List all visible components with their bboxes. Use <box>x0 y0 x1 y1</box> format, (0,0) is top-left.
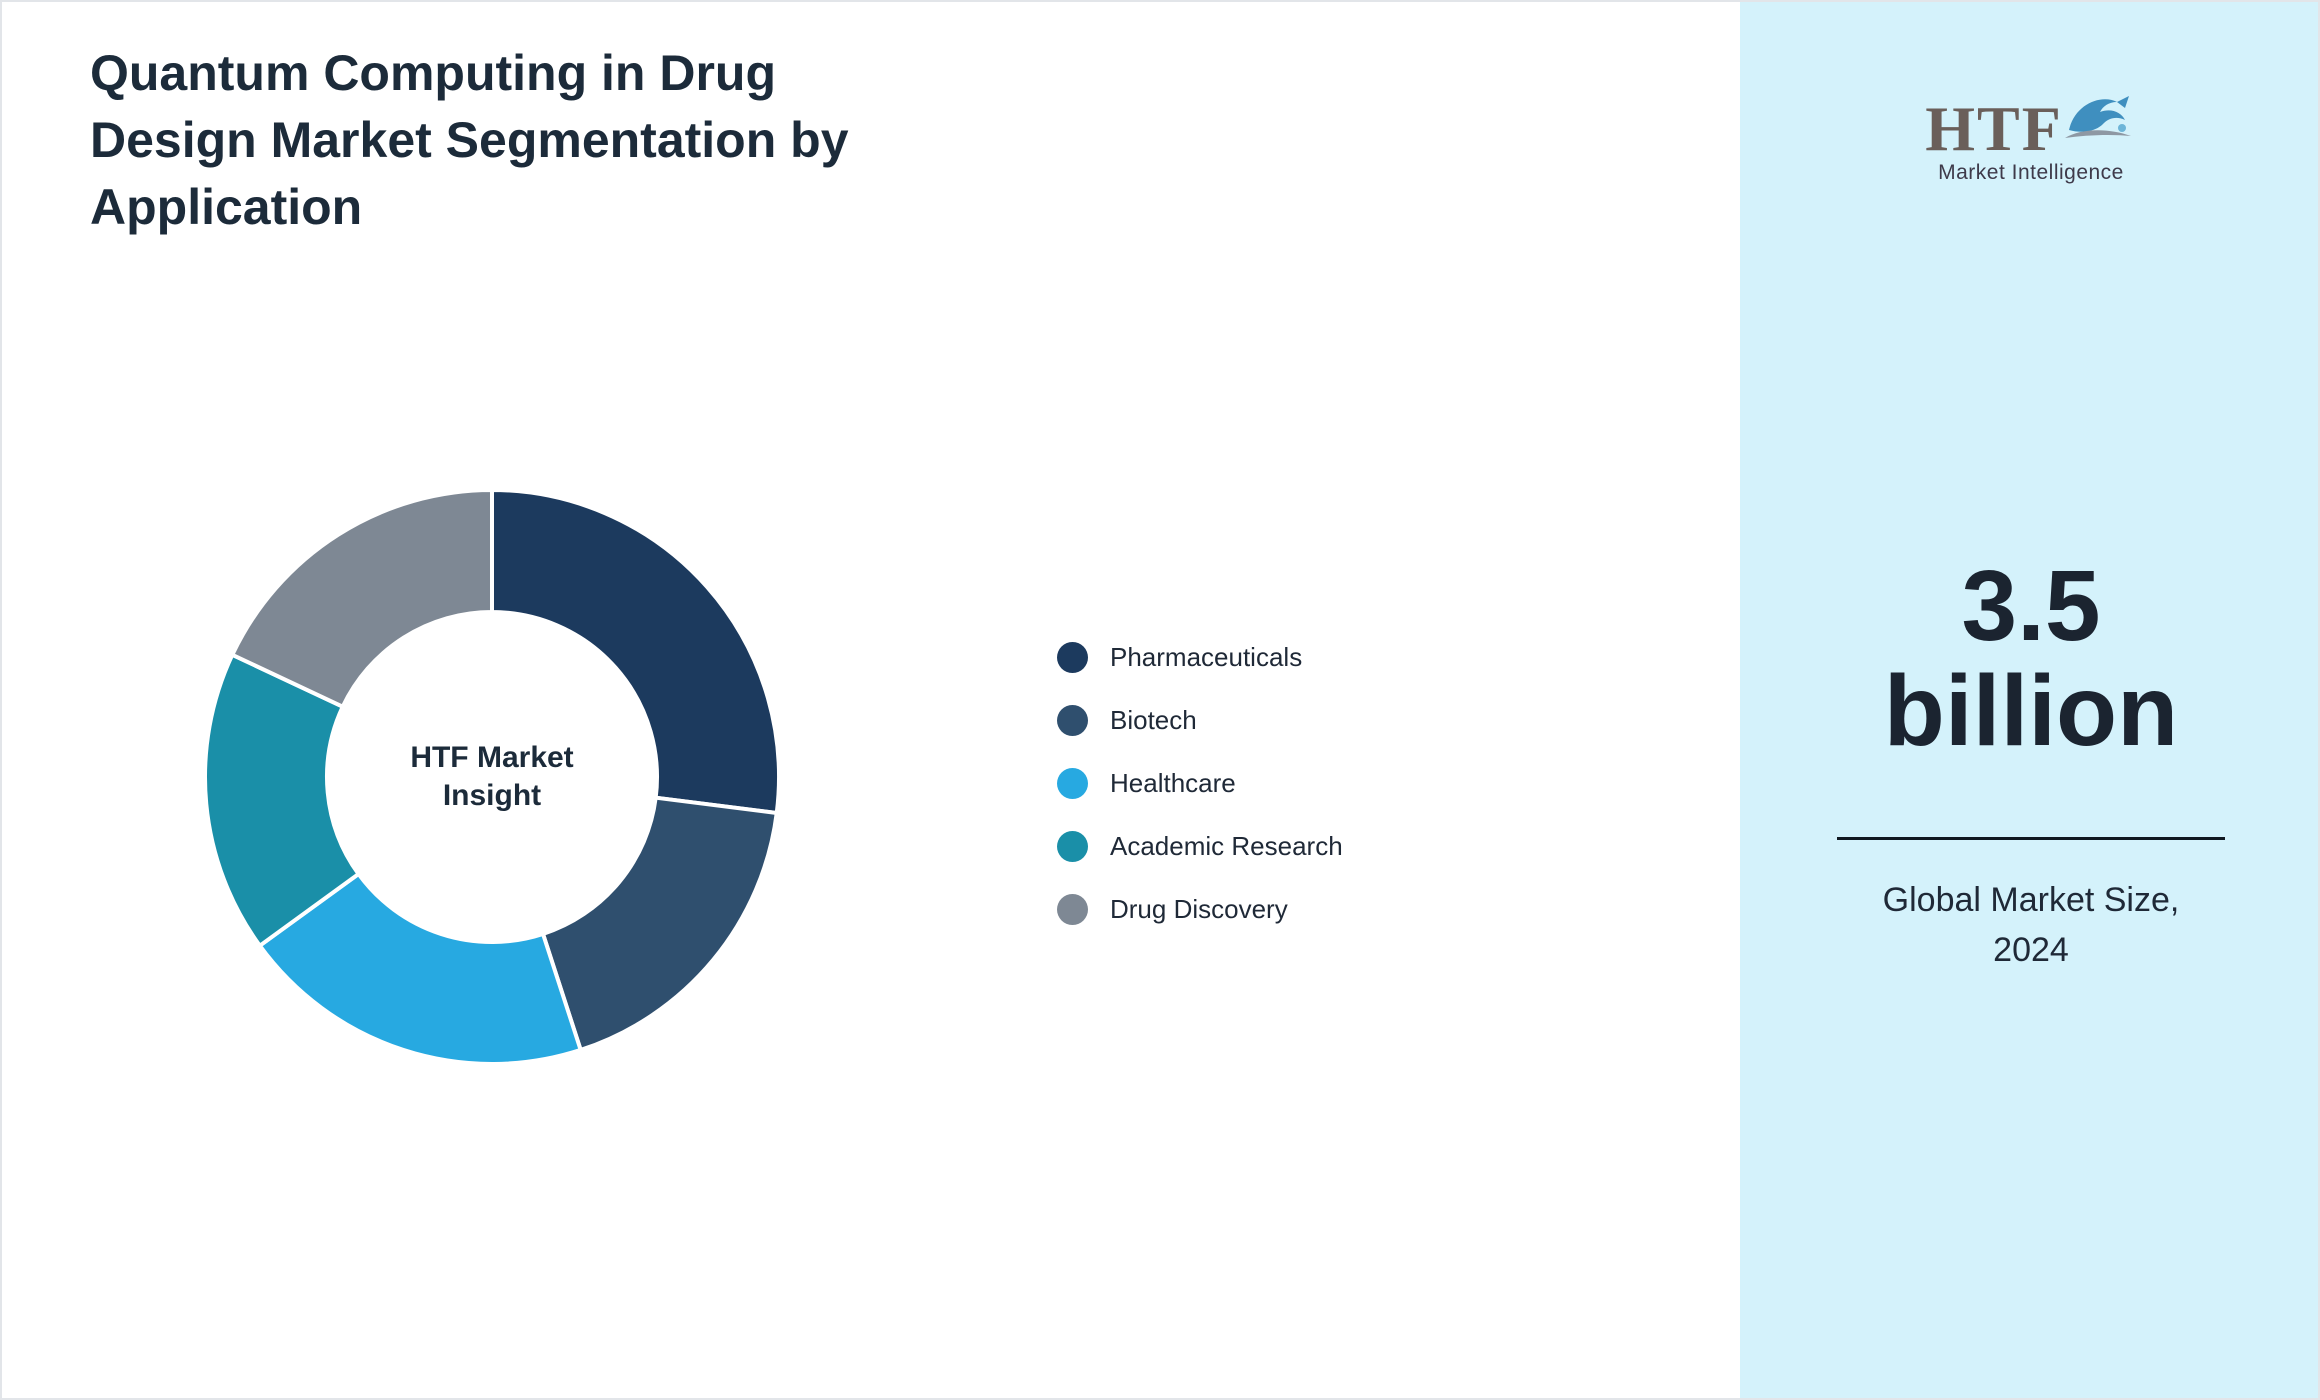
htf-logo: HTF Market Intelligence <box>1740 90 2318 185</box>
market-size-caption: Global Market Size, 2024 <box>1882 881 2180 969</box>
legend-label-drug-discovery: Drug Discovery <box>1110 893 1288 924</box>
legend-dot-biotech-icon <box>1057 704 1088 736</box>
donut-segment-healthcare <box>257 871 583 1066</box>
htf-logo-tagline: Market Intelligence <box>1938 161 2124 184</box>
donut-segment-drug-discovery <box>230 488 494 709</box>
legend-label-academic-research: Academic Research <box>1110 830 1343 861</box>
page-title-line-1: Quantum Computing in Drug <box>90 45 777 101</box>
donut-chart: HTF Market Insight <box>192 477 792 1077</box>
donut-segment-academic-research <box>203 652 361 948</box>
market-size-value: 3.5 billion <box>1883 550 2179 767</box>
page-title-line-2: Design Market Segmentation by <box>90 112 849 168</box>
market-size-divider <box>1837 837 2225 840</box>
legend-dot-drug-discovery-icon <box>1057 893 1088 925</box>
donut-center-label: HTF Market Insight <box>410 741 574 812</box>
donut-segment-biotech <box>540 795 779 1052</box>
legend-label-healthcare: Healthcare <box>1110 767 1236 798</box>
legend-item-academic-research: Academic Research <box>1057 830 1343 862</box>
dolphin-icon <box>2059 90 2137 157</box>
page-title: Quantum Computing in Drug Design Market … <box>90 40 1080 241</box>
legend-item-biotech: Biotech <box>1057 704 1343 736</box>
chart-legend: Pharmaceuticals Biotech Healthcare Acade… <box>1057 641 1343 925</box>
htf-logo-row: HTF <box>1925 90 2137 164</box>
legend-label-biotech: Biotech <box>1110 704 1197 735</box>
legend-item-pharmaceuticals: Pharmaceuticals <box>1057 641 1343 673</box>
legend-item-healthcare: Healthcare <box>1057 767 1343 799</box>
donut-chart-svg <box>203 488 781 1066</box>
legend-dot-pharmaceuticals-icon <box>1057 641 1088 673</box>
legend-label-pharmaceuticals: Pharmaceuticals <box>1110 641 1303 672</box>
legend-dot-academic-research-icon <box>1057 830 1088 862</box>
sidebar: HTF Market Intelligence 3.5 billion Glob… <box>1740 2 2318 1398</box>
htf-logo-text: HTF <box>1925 93 2063 164</box>
page-title-line-3: Application <box>90 179 363 235</box>
legend-dot-healthcare-icon <box>1057 767 1088 799</box>
legend-item-drug-discovery: Drug Discovery <box>1057 893 1343 925</box>
donut-segment-pharmaceuticals <box>490 488 781 815</box>
